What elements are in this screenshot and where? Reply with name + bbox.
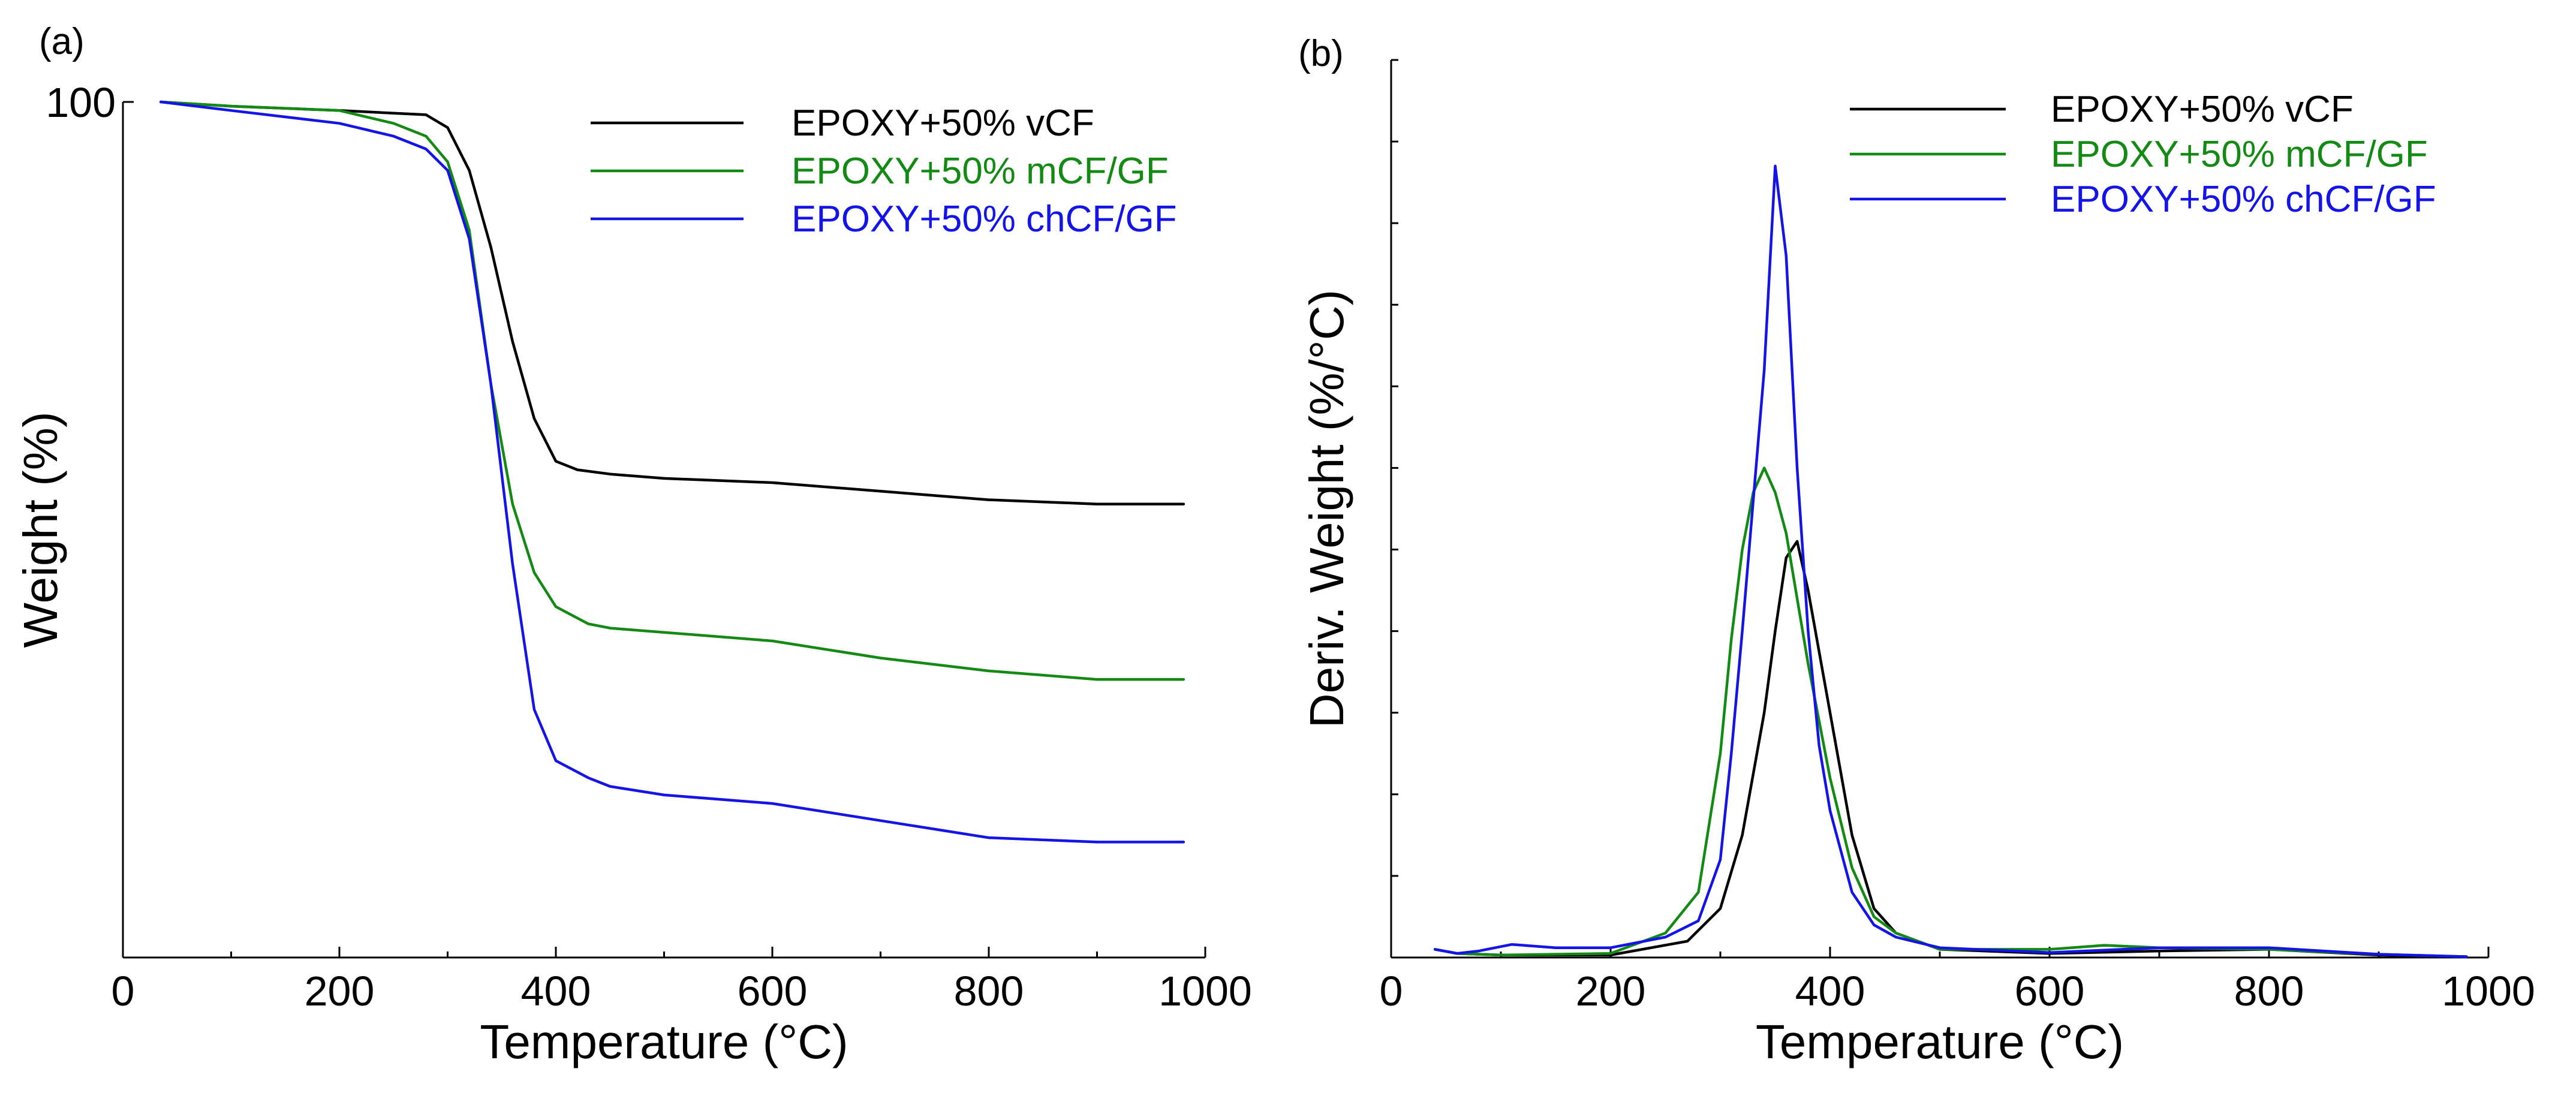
x-tick-label: 800 <box>2234 968 2304 1014</box>
x-tick-label: 0 <box>1380 968 1403 1014</box>
x-tick-label: 200 <box>1576 968 1646 1014</box>
series-line-1 <box>1433 540 2468 958</box>
series-line-1 <box>159 100 1185 505</box>
x-axis-title: Temperature (°C) <box>1756 1015 2124 1068</box>
series-line-2 <box>1433 466 2468 958</box>
panel-b-dtg-derivative-chart: (b) 0 200 400 600 800 1000 Temperature (°C) Deri… <box>1298 33 2535 1068</box>
series-line-2 <box>159 100 1185 681</box>
panel-a-tga-weight-chart: (a) 0 200 400 600 800 1000 100 Temperature (°C) W… <box>14 21 1252 1068</box>
y-axis-title: Deriv. Weight (%/°C) <box>1300 290 1353 728</box>
y-tick-label: 100 <box>46 79 116 126</box>
legend-label: EPOXY+50% mCF/GF <box>792 150 1169 192</box>
legend-label: EPOXY+50% chCF/GF <box>792 198 1177 240</box>
x-tick-label: 0 <box>112 968 135 1014</box>
x-axis-title: Temperature (°C) <box>480 1015 848 1068</box>
x-tick-label: 400 <box>521 968 591 1014</box>
legend-label: EPOXY+50% vCF <box>2051 89 2354 130</box>
x-tick-label: 800 <box>954 968 1024 1014</box>
panel-label-a: (a) <box>39 21 85 62</box>
legend-label: EPOXY+50% chCF/GF <box>2051 179 2436 220</box>
legend-label: EPOXY+50% vCF <box>792 103 1094 144</box>
panel-label-b: (b) <box>1298 33 1344 74</box>
legend-label: EPOXY+50% mCF/GF <box>2051 134 2428 175</box>
x-tick-label: 600 <box>2015 968 2085 1014</box>
series-line-3 <box>159 100 1185 844</box>
x-tick-label: 400 <box>1795 968 1865 1014</box>
x-tick-label: 600 <box>738 968 808 1014</box>
x-tick-label: 200 <box>305 968 375 1014</box>
series-line-3 <box>1433 164 2468 958</box>
x-tick-label: 1000 <box>2442 968 2535 1014</box>
x-tick-label: 1000 <box>1158 968 1252 1014</box>
y-axis-title: Weight (%) <box>14 411 67 648</box>
